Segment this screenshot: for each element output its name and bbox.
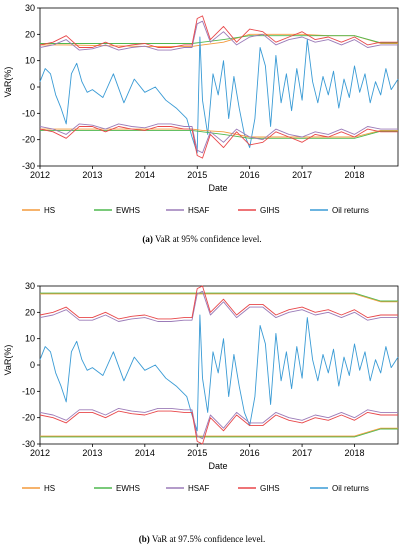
legend-b: HS EWHS HSAF GIHS Oil returns xyxy=(22,484,369,493)
x-tick-label-b: 2015 xyxy=(187,448,207,458)
legend-label-ewhs-b: EWHS xyxy=(116,484,140,493)
y-axis-label-a: VaR(%) xyxy=(3,67,13,98)
legend-label-hs-b: HS xyxy=(44,484,55,493)
y-tick-label-a: -20 xyxy=(22,135,35,145)
x-tick-label-b: 2018 xyxy=(344,448,364,458)
caption-text-b: VaR at 97.5% confidence level. xyxy=(152,534,265,544)
series-line-ewhs-b xyxy=(40,292,398,302)
y-tick-label-a: 20 xyxy=(25,29,35,39)
series-line-hsaf-b xyxy=(39,290,398,322)
y-tick-label-b: -20 xyxy=(22,413,35,423)
series-line-ewhs-lower-b xyxy=(40,428,398,438)
series-line-gihs-lower-b xyxy=(39,410,398,445)
series-line-hsaf-lower-a xyxy=(39,123,398,154)
x-tick-label-a: 2017 xyxy=(292,170,312,180)
legend-label-gihs-b: GIHS xyxy=(260,484,280,493)
legend-label-hsaf-b: HSAF xyxy=(188,484,209,493)
legend-a: HS EWHS HSAF GIHS Oil returns xyxy=(22,206,369,215)
x-tick-label-a: 2013 xyxy=(82,170,102,180)
legend-label-ewhs-a: EWHS xyxy=(116,206,140,215)
x-axis-label-a: Date xyxy=(208,183,227,193)
caption-label-b: (b) xyxy=(139,534,150,544)
x-tick-label-a: 2014 xyxy=(135,170,155,180)
series-line-hsaf-lower-b xyxy=(39,407,398,440)
x-tick-label-a: 2018 xyxy=(344,170,364,180)
x-tick-label-b: 2012 xyxy=(30,448,50,458)
caption-text-a: VaR at 95% confidence level. xyxy=(155,234,262,244)
caption-label-a: (a) xyxy=(142,234,153,244)
legend-label-oil-returns-b: Oil returns xyxy=(332,484,369,493)
series-line-oil-returns-a xyxy=(39,36,399,154)
y-tick-label-b: 20 xyxy=(25,307,35,317)
x-tick-label-b: 2014 xyxy=(135,448,155,458)
y-tick-label-a: -30 xyxy=(22,161,35,171)
legend-label-hsaf-a: HSAF xyxy=(188,206,209,215)
x-tick-label-b: 2013 xyxy=(82,448,102,458)
series-line-ewhs-a xyxy=(40,35,398,44)
y-tick-label-b: 0 xyxy=(30,360,35,370)
series-line-gihs-a xyxy=(39,15,398,48)
caption-b: (b) VaR at 97.5% confidence level. xyxy=(139,534,266,544)
x-tick-label-b: 2017 xyxy=(292,448,312,458)
y-tick-label-b: 30 xyxy=(25,281,35,291)
x-tick-label-a: 2016 xyxy=(240,170,260,180)
y-axis-label-b: VaR(%) xyxy=(3,345,13,376)
y-tick-label-a: 30 xyxy=(25,3,35,13)
series-line-hs-b xyxy=(40,293,398,303)
x-tick-label-a: 2015 xyxy=(187,170,207,180)
series-line-gihs-b xyxy=(39,285,398,320)
y-tick-label-a: 10 xyxy=(25,56,35,66)
legend-label-gihs-a: GIHS xyxy=(260,206,280,215)
x-axis-label-b: Date xyxy=(208,461,227,471)
y-tick-label-a: 0 xyxy=(30,82,35,92)
legend-label-hs-a: HS xyxy=(44,206,55,215)
series-line-gihs-lower-a xyxy=(39,126,398,159)
series-line-ewhs-lower-a xyxy=(40,129,398,139)
caption-a: (a) VaR at 95% confidence level. xyxy=(142,234,261,244)
legend-label-oil-returns-a: Oil returns xyxy=(332,206,369,215)
y-tick-label-b: 10 xyxy=(25,334,35,344)
y-tick-label-a: -10 xyxy=(22,108,35,118)
series-line-hsaf-a xyxy=(39,20,398,51)
series-line-hs-lower-b xyxy=(40,427,398,437)
y-tick-label-b: -10 xyxy=(22,386,35,396)
y-tick-label-b: -30 xyxy=(22,439,35,449)
series-line-oil-returns-b xyxy=(39,314,399,432)
x-tick-label-b: 2016 xyxy=(240,448,260,458)
x-tick-label-a: 2012 xyxy=(30,170,50,180)
